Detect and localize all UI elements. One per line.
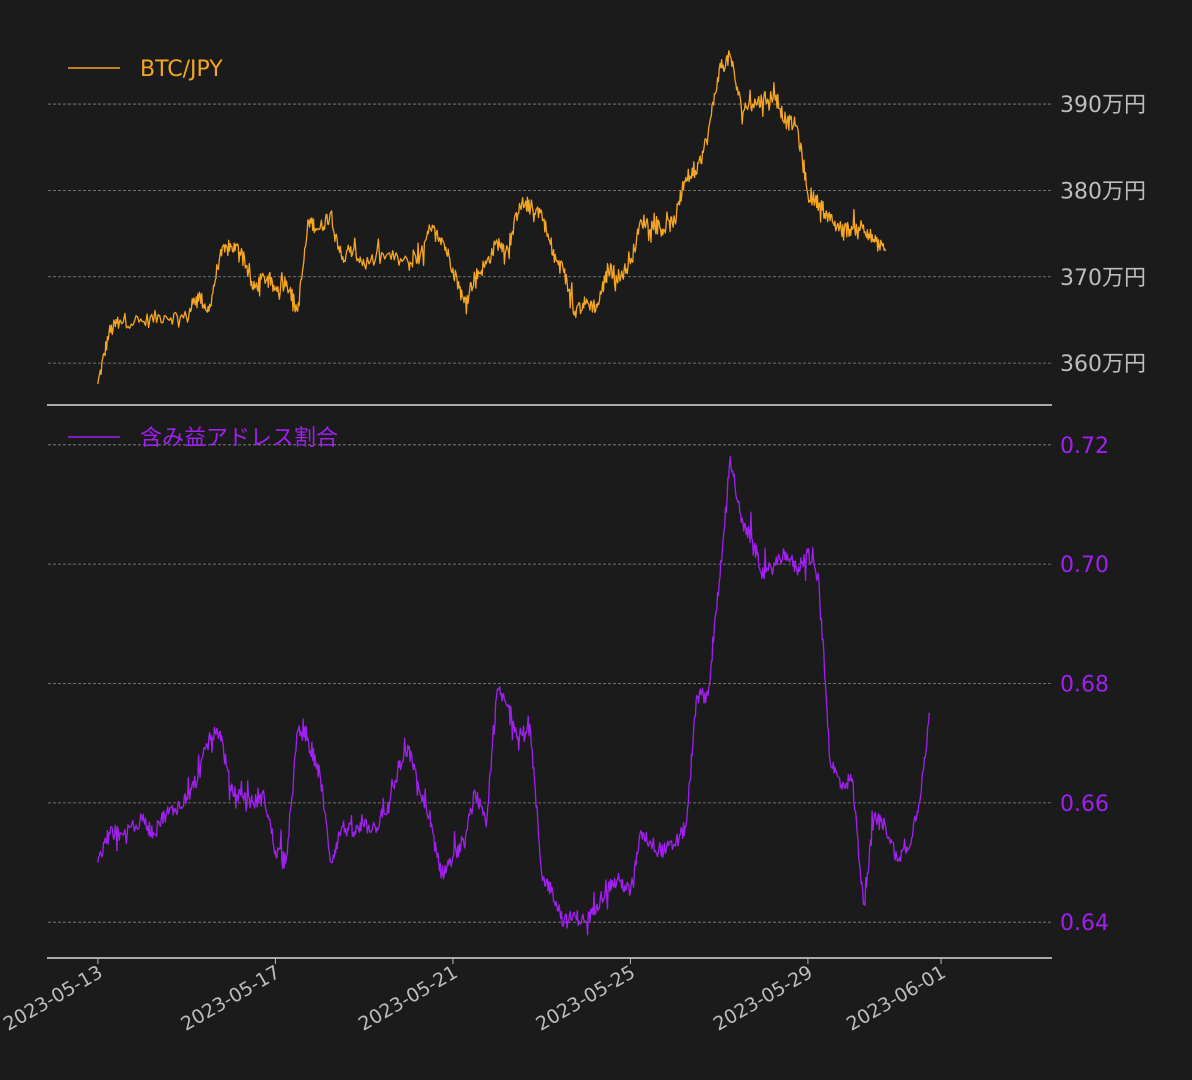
- ratio-y-tick-labels: 0.64 0.66 0.68 0.70 0.72: [1060, 434, 1109, 936]
- ratio-legend-label: 含み益アドレス割合: [140, 426, 338, 451]
- btc-y-tick-label: 390万円: [1060, 93, 1146, 118]
- btc-y-tick-labels: 360万円 370万円 380万円 390万円: [1060, 93, 1146, 377]
- btc-legend: BTC/JPY: [68, 57, 223, 82]
- ratio-y-tick-label: 0.72: [1060, 434, 1109, 459]
- btc-line-path: [97, 50, 887, 384]
- btc-y-tick-label: 380万円: [1060, 179, 1146, 204]
- btc-series-line: [97, 50, 887, 384]
- ratio-line-path: [97, 456, 931, 936]
- profit-ratio-panel: 0.64 0.66 0.68 0.70 0.72 含み益アドレス割合: [48, 426, 1109, 936]
- ratio-legend: 含み益アドレス割合: [68, 426, 338, 451]
- btc-y-tick-label: 360万円: [1060, 352, 1146, 377]
- ratio-gridlines: [48, 444, 1052, 923]
- ratio-y-tick-label: 0.68: [1060, 673, 1109, 698]
- ratio-y-tick-label: 0.66: [1060, 792, 1109, 817]
- btc-gridlines: [48, 103, 1052, 364]
- ratio-series-line: [97, 456, 931, 936]
- btc-legend-label: BTC/JPY: [140, 57, 223, 82]
- btc-price-panel: 360万円 370万円 380万円 390万円 BTC/JPY: [48, 50, 1146, 384]
- ratio-y-tick-label: 0.70: [1060, 553, 1109, 578]
- ratio-y-tick-label: 0.64: [1060, 911, 1109, 936]
- btc-y-tick-label: 370万円: [1060, 266, 1146, 291]
